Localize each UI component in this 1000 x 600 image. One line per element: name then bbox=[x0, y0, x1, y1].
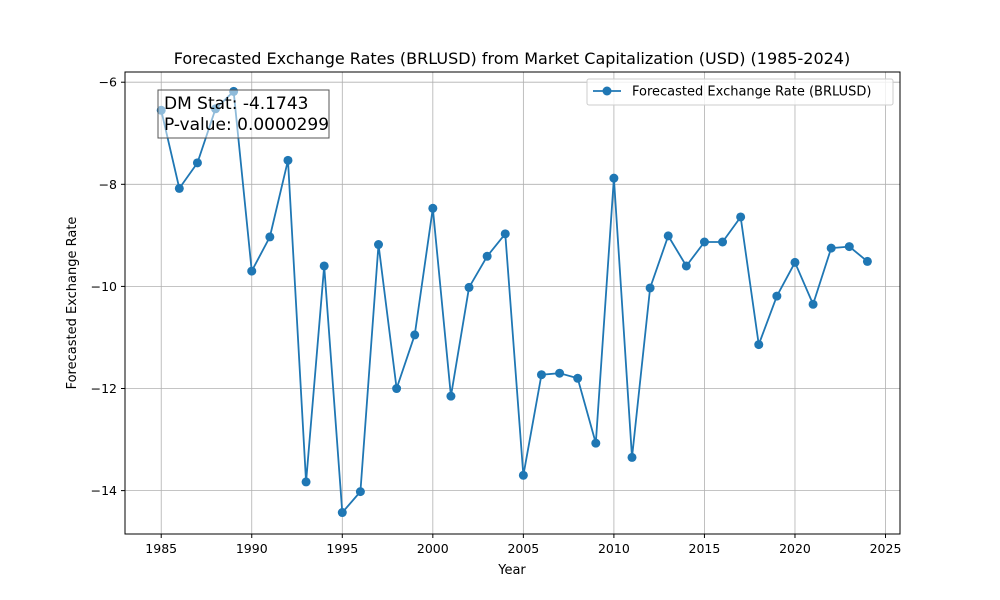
annotation-dm-stat: DM Stat: -4.1743 bbox=[164, 94, 308, 114]
x-tick-label: 2015 bbox=[689, 541, 721, 556]
data-point bbox=[337, 508, 347, 518]
data-point bbox=[392, 384, 402, 394]
x-tick-label: 2025 bbox=[870, 541, 902, 556]
data-point bbox=[536, 370, 546, 380]
x-axis-label: Year bbox=[497, 563, 526, 578]
data-point bbox=[247, 266, 257, 276]
data-point bbox=[555, 368, 565, 378]
data-point bbox=[609, 173, 619, 183]
data-point bbox=[808, 299, 818, 309]
y-tick-label: −14 bbox=[91, 483, 117, 498]
data-point bbox=[374, 240, 384, 250]
data-point bbox=[355, 487, 365, 497]
data-point bbox=[319, 261, 329, 271]
x-tick-label: 2010 bbox=[598, 541, 630, 556]
legend-box bbox=[586, 78, 894, 106]
axis-ticks: 1985 1990 1995 2000 2005 2010 2015 2020 2025 −14 −… bbox=[91, 75, 902, 556]
series-line bbox=[160, 90, 868, 514]
y-axis-label: Forecasted Exchange Rate bbox=[65, 217, 80, 390]
legend-entry-label: Forecasted Exchange Rate (BRLUSD) bbox=[632, 85, 871, 100]
data-point bbox=[699, 237, 709, 247]
legend-marker bbox=[602, 86, 612, 96]
data-point bbox=[754, 340, 764, 350]
data-point bbox=[464, 282, 474, 292]
data-point bbox=[591, 438, 601, 448]
data-point bbox=[681, 261, 691, 271]
data-point bbox=[736, 212, 746, 222]
data-point bbox=[301, 477, 311, 487]
plot-frame bbox=[124, 71, 901, 535]
data-point bbox=[192, 158, 202, 168]
data-point bbox=[500, 229, 510, 239]
data-point bbox=[645, 283, 655, 293]
x-tick-label: 2005 bbox=[507, 541, 539, 556]
data-point bbox=[446, 391, 456, 401]
data-point bbox=[428, 203, 438, 213]
legend: Forecasted Exchange Rate (BRLUSD) bbox=[586, 78, 894, 106]
y-tick-label: −10 bbox=[91, 279, 117, 294]
y-tick-label: −6 bbox=[99, 75, 117, 90]
data-point bbox=[573, 373, 583, 383]
data-point bbox=[663, 231, 673, 241]
x-tick-label: 1990 bbox=[236, 541, 268, 556]
x-tick-label: 2020 bbox=[779, 541, 811, 556]
chart-title: Forecasted Exchange Rates (BRLUSD) from … bbox=[174, 49, 850, 68]
data-point bbox=[283, 155, 293, 165]
y-tick-label: −8 bbox=[99, 177, 117, 192]
series-layer bbox=[156, 86, 872, 518]
x-tick-label: 2000 bbox=[417, 541, 449, 556]
data-point bbox=[718, 237, 728, 247]
annotation-box bbox=[157, 89, 330, 139]
x-tick-label: 1995 bbox=[326, 541, 358, 556]
y-tick-label: −12 bbox=[91, 381, 117, 396]
data-point bbox=[482, 251, 492, 261]
grid-lines bbox=[125, 72, 900, 534]
data-point bbox=[772, 291, 782, 301]
dm-stat-annotation: DM Stat: -4.1743 P-value: 0.0000299 bbox=[157, 89, 330, 139]
data-point bbox=[410, 330, 420, 340]
data-point bbox=[862, 256, 872, 266]
data-point bbox=[790, 257, 800, 267]
data-point bbox=[826, 243, 836, 253]
data-point bbox=[627, 452, 637, 462]
data-point bbox=[844, 242, 854, 252]
data-point bbox=[518, 470, 528, 480]
data-point bbox=[265, 232, 275, 242]
x-tick-label: 1985 bbox=[145, 541, 177, 556]
annotation-p-value: P-value: 0.0000299 bbox=[164, 115, 329, 135]
data-point bbox=[174, 183, 184, 193]
